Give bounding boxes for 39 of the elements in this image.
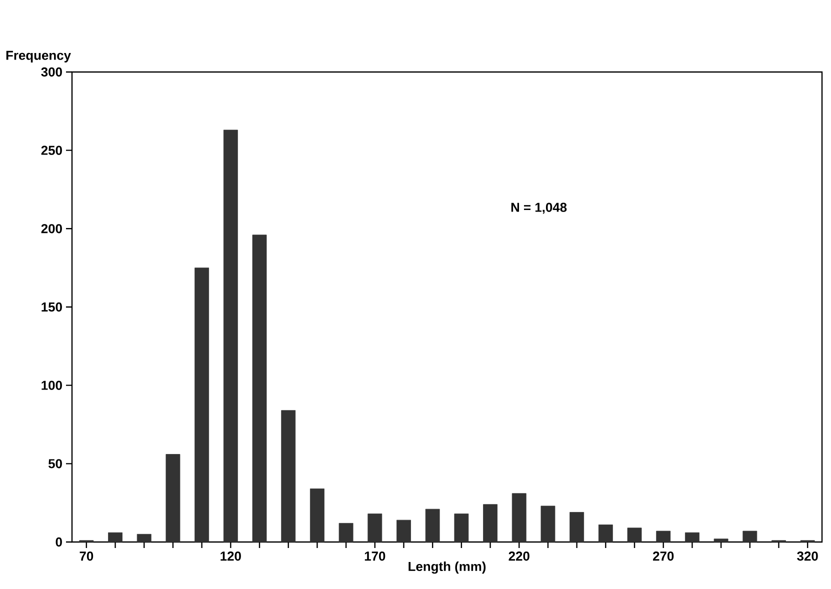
- y-tick-label: 100: [42, 380, 62, 390]
- bar: [136, 534, 152, 542]
- x-tick-label: 220: [508, 552, 530, 561]
- bar: [166, 454, 180, 542]
- bar: [540, 506, 556, 542]
- bar: [483, 504, 498, 542]
- bar: [742, 530, 758, 542]
- x-tick-label: 170: [364, 552, 386, 561]
- bar: [108, 532, 122, 542]
- x-tick-label: 270: [653, 552, 674, 561]
- annotation: N = 1,048: [511, 202, 567, 214]
- bar: [627, 528, 642, 542]
- bar: [396, 520, 411, 542]
- y-tick-label: 150: [42, 302, 62, 312]
- x-axis-title: Length (mm): [408, 562, 486, 574]
- bar: [252, 234, 267, 542]
- bar: [512, 493, 526, 542]
- y-tick-label: 0: [56, 537, 62, 547]
- bar: [454, 514, 469, 542]
- bar: [656, 530, 671, 542]
- bar: [368, 514, 382, 542]
- bar: [223, 130, 238, 542]
- y-axis-title: Frequency: [6, 50, 71, 62]
- bar: [310, 488, 324, 542]
- bar: [598, 524, 613, 542]
- bar: [685, 532, 700, 542]
- bar: [194, 268, 210, 542]
- y-tick-label: 300: [41, 67, 62, 77]
- bar: [714, 538, 728, 542]
- y-tick-label: 200: [41, 224, 62, 234]
- x-tick-label: 120: [220, 552, 241, 561]
- y-tick-label: 50: [48, 459, 62, 468]
- bar: [570, 512, 584, 542]
- bar: [425, 508, 440, 542]
- bar: [338, 523, 354, 542]
- x-tick-label: 70: [80, 552, 94, 561]
- x-tick-label: 320: [797, 552, 818, 561]
- y-tick-label: 250: [41, 146, 62, 155]
- bar: [281, 410, 296, 542]
